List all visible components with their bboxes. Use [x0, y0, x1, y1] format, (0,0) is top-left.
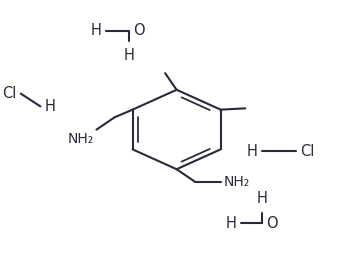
Text: H: H — [45, 99, 56, 114]
Text: H: H — [225, 215, 236, 231]
Text: NH₂: NH₂ — [68, 132, 94, 146]
Text: Cl: Cl — [301, 144, 315, 159]
Text: H: H — [123, 47, 134, 62]
Text: Cl: Cl — [2, 86, 16, 101]
Text: H: H — [247, 144, 258, 159]
Text: H: H — [91, 23, 102, 38]
Text: O: O — [133, 23, 145, 38]
Text: H: H — [256, 191, 267, 206]
Text: O: O — [266, 215, 278, 231]
Text: NH₂: NH₂ — [224, 175, 250, 189]
